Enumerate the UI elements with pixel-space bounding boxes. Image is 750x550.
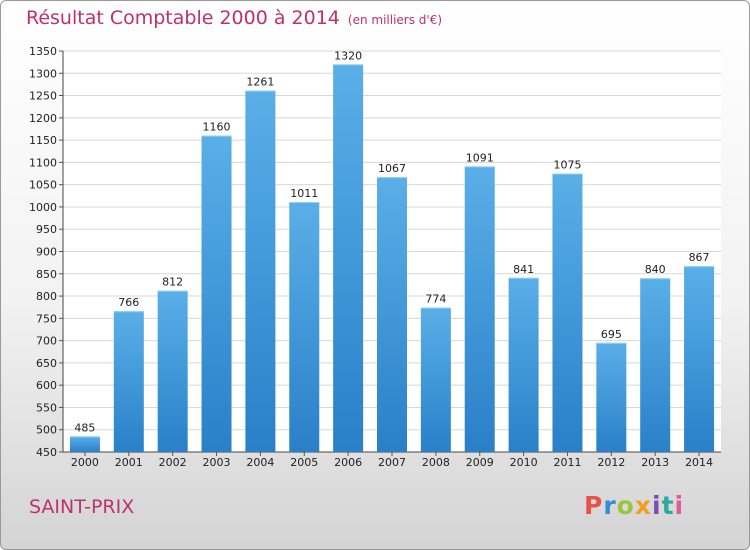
x-tick-label: 2008 <box>422 456 450 469</box>
bar <box>69 436 100 452</box>
y-tick-label: 700 <box>36 335 57 348</box>
x-tick-label: 2013 <box>641 456 669 469</box>
y-tick-label: 650 <box>36 357 57 370</box>
x-tick-label: 2001 <box>115 456 143 469</box>
bar <box>201 135 232 452</box>
data-label: 766 <box>118 296 139 309</box>
logo-letter: o <box>616 491 635 520</box>
location-label: SAINT-PRIX <box>29 496 135 518</box>
bar <box>289 202 320 452</box>
logo-letter: P <box>584 491 604 520</box>
y-tick-label: 850 <box>36 268 57 281</box>
data-label: 1075 <box>553 159 581 172</box>
chart-title: Résultat Comptable 2000 à 2014 (en millie… <box>26 7 442 29</box>
data-label: 774 <box>425 293 446 306</box>
chart-subtitle: (en milliers d'€) <box>347 13 443 27</box>
x-tick-label: 2009 <box>466 456 494 469</box>
data-label: 695 <box>601 328 622 341</box>
bar <box>377 177 407 452</box>
bar <box>508 277 539 452</box>
y-tick-label: 1000 <box>29 201 57 214</box>
x-tick-label: 2005 <box>290 456 318 469</box>
x-tick-label: 2000 <box>71 456 99 469</box>
bar <box>684 266 715 452</box>
y-tick-label: 1300 <box>29 67 57 80</box>
bar <box>113 311 144 452</box>
logo-letter: i <box>652 491 662 520</box>
bar <box>464 166 495 452</box>
x-tick-label: 2007 <box>378 456 406 469</box>
x-tick-label: 2011 <box>553 456 581 469</box>
x-tick-label: 2010 <box>510 456 538 469</box>
y-tick-label: 450 <box>36 446 57 459</box>
data-label: 1091 <box>466 151 494 164</box>
bar <box>245 90 276 452</box>
bar <box>552 173 583 452</box>
x-tick-label: 2014 <box>685 456 713 469</box>
data-label: 485 <box>74 421 95 434</box>
data-label: 1320 <box>334 49 362 62</box>
y-tick-label: 1250 <box>29 90 57 103</box>
y-tick-label: 1100 <box>29 156 57 169</box>
bar <box>420 307 451 452</box>
data-label: 841 <box>513 263 534 276</box>
logo-letter: i <box>674 491 685 520</box>
x-tick-label: 2003 <box>203 456 231 469</box>
data-label: 812 <box>162 276 183 289</box>
y-tick-label: 900 <box>36 246 57 259</box>
y-tick-label: 1150 <box>29 134 57 147</box>
data-label: 1011 <box>290 187 318 200</box>
x-tick-label: 2002 <box>159 456 187 469</box>
y-tick-label: 600 <box>36 379 57 392</box>
x-tick-label: 2006 <box>334 456 362 469</box>
data-label: 1261 <box>246 76 274 89</box>
y-tick-label: 800 <box>36 290 57 303</box>
x-tick-label: 2012 <box>597 456 625 469</box>
bar <box>596 342 627 452</box>
data-label: 1067 <box>378 162 406 175</box>
data-label: 867 <box>689 251 710 264</box>
title-text: Résultat Comptable 2000 à 2014 <box>26 7 340 29</box>
x-tick-label: 2004 <box>246 456 274 469</box>
y-tick-label: 1350 <box>29 45 57 58</box>
y-tick-label: 500 <box>36 424 57 437</box>
proxiti-logo: Proxiti <box>584 491 684 520</box>
y-tick-label: 1050 <box>29 179 57 192</box>
data-label: 1160 <box>203 121 231 134</box>
bar <box>640 278 671 452</box>
y-tick-label: 950 <box>36 223 57 236</box>
bar <box>333 64 364 452</box>
data-label: 840 <box>645 263 666 276</box>
y-tick-label: 1200 <box>29 112 57 125</box>
bar <box>157 290 188 452</box>
y-tick-label: 550 <box>36 401 57 414</box>
logo-letter: x <box>634 491 652 520</box>
logo-letter: t <box>661 491 675 520</box>
y-tick-label: 750 <box>36 312 57 325</box>
logo-letter: r <box>603 491 617 520</box>
